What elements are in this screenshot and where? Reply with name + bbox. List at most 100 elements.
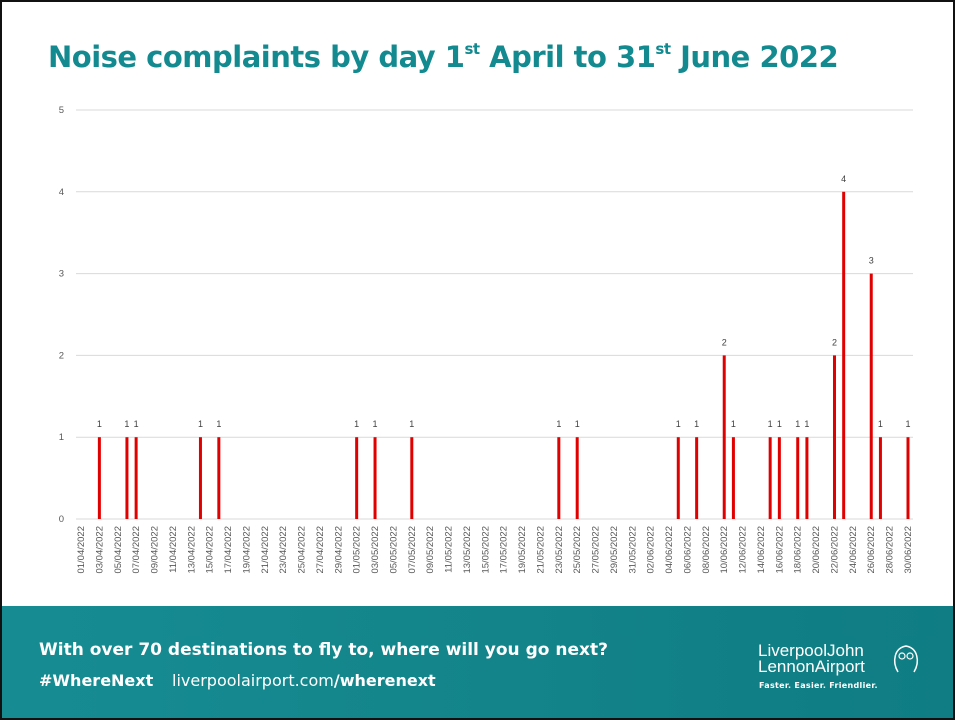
x-tick-label: 31/05/2022 (627, 526, 638, 574)
data-label: 1 (97, 419, 102, 429)
bar (410, 437, 414, 519)
data-label: 1 (694, 419, 699, 429)
x-tick-label: 01/04/2022 (76, 526, 87, 574)
x-tick-label: 21/05/2022 (535, 526, 546, 574)
logo-text: LiverpoolJohn (758, 641, 864, 660)
x-tick-label: 21/04/2022 (260, 526, 271, 574)
x-tick-label: 24/06/2022 (848, 526, 859, 574)
x-tick-label: 25/04/2022 (297, 526, 308, 574)
bar (217, 437, 221, 519)
data-label: 1 (134, 419, 139, 429)
x-tick-label: 28/06/2022 (885, 526, 896, 574)
logo-slogan: Faster. Easier. Friendlier. (759, 681, 878, 690)
x-tick-label: 15/04/2022 (205, 526, 216, 574)
y-tick-label: 4 (59, 187, 64, 198)
x-tick-label: 15/05/2022 (480, 526, 491, 574)
chart-title: Noise complaints by day 1st April to 31s… (48, 40, 839, 74)
bar (97, 437, 101, 519)
title-part: st (464, 40, 480, 58)
bar (768, 437, 772, 519)
data-label: 2 (832, 337, 837, 347)
bar (134, 437, 138, 519)
x-tick-label: 07/04/2022 (131, 526, 142, 574)
url: liverpoolairport.com/wherenext (172, 671, 436, 690)
data-label: 4 (841, 174, 846, 184)
bar (557, 437, 561, 519)
bar (198, 437, 202, 519)
x-tick-label: 19/05/2022 (517, 526, 528, 574)
bar (722, 355, 726, 519)
x-tick-label: 29/04/2022 (333, 526, 344, 574)
x-tick-label: 18/06/2022 (793, 526, 804, 574)
bar (695, 437, 699, 519)
bar (878, 437, 882, 519)
data-label: 1 (556, 419, 561, 429)
x-tick-label: 17/04/2022 (223, 526, 234, 574)
x-tick-label: 20/06/2022 (811, 526, 822, 574)
x-tick-label: 08/06/2022 (701, 526, 712, 574)
hashtag: #WhereNext (39, 671, 154, 690)
x-tick-label: 13/05/2022 (462, 526, 473, 574)
data-label: 1 (409, 419, 414, 429)
x-tick-label: 11/04/2022 (168, 526, 179, 573)
data-label: 3 (869, 256, 874, 266)
bar (575, 437, 579, 519)
bar (869, 273, 873, 519)
x-tick-label: 01/05/2022 (352, 526, 363, 574)
data-label: 1 (198, 419, 203, 429)
x-tick-label: 27/04/2022 (315, 526, 326, 574)
x-tick-label: 10/06/2022 (719, 526, 730, 574)
x-tick-label: 09/04/2022 (150, 526, 161, 574)
x-tick-label: 03/05/2022 (370, 526, 381, 574)
x-tick-label: 14/06/2022 (756, 526, 767, 574)
data-label: 1 (804, 419, 809, 429)
x-tick-label: 16/06/2022 (774, 526, 785, 574)
bar (796, 437, 800, 519)
x-tick-label: 23/04/2022 (278, 526, 289, 574)
y-tick-label: 3 (59, 269, 64, 280)
y-tick-label: 0 (59, 514, 64, 525)
chart: 0 1 2 3 4 5 01/04/2022 03/04/2022 1 05/04/2022 1 07… (59, 105, 914, 574)
y-tick-label: 1 (59, 432, 64, 443)
x-tick-label: 12/06/2022 (738, 526, 749, 574)
data-label: 1 (216, 419, 221, 429)
data-label: 1 (676, 419, 681, 429)
x-tick-label: 03/04/2022 (94, 526, 105, 574)
title-part: st (655, 40, 671, 58)
x-tick-label: 30/06/2022 (903, 526, 914, 574)
data-label: 2 (722, 337, 727, 347)
url-host: liverpoolairport.com (172, 671, 334, 690)
bar (373, 437, 377, 519)
x-tick-label: 04/06/2022 (664, 526, 675, 574)
bar (842, 191, 846, 520)
footer: With over 70 destinations to fly to, whe… (2, 606, 953, 718)
bar (125, 437, 129, 519)
title-part: Noise complaints by day 1 (48, 40, 465, 74)
x-tick-label: 02/06/2022 (646, 526, 657, 574)
x-tick-label: 19/04/2022 (241, 526, 252, 574)
x-tick-label: 07/05/2022 (407, 526, 418, 574)
data-label: 1 (878, 419, 883, 429)
url-path: /wherenext (333, 671, 436, 690)
logo-text: LennonAirport (758, 657, 865, 676)
x-tick-label: 06/06/2022 (682, 526, 693, 574)
data-label: 1 (795, 419, 800, 429)
data-label: 1 (905, 419, 910, 429)
bar (777, 437, 781, 519)
bar (731, 437, 735, 519)
y-tick-label: 2 (59, 350, 64, 361)
data-label: 1 (373, 419, 378, 429)
bar (676, 437, 680, 519)
x-tick-label: 22/06/2022 (829, 526, 840, 574)
title-part: June 2022 (670, 40, 839, 74)
data-label: 1 (354, 419, 359, 429)
bar (832, 355, 836, 519)
x-tick-label: 27/05/2022 (591, 526, 602, 574)
x-tick-label: 11/05/2022 (444, 526, 455, 573)
data-label: 1 (124, 419, 129, 429)
x-tick-label: 05/04/2022 (113, 526, 124, 574)
data-label: 1 (777, 419, 782, 429)
data-label: 1 (731, 419, 736, 429)
y-tick-label: 5 (59, 105, 64, 116)
